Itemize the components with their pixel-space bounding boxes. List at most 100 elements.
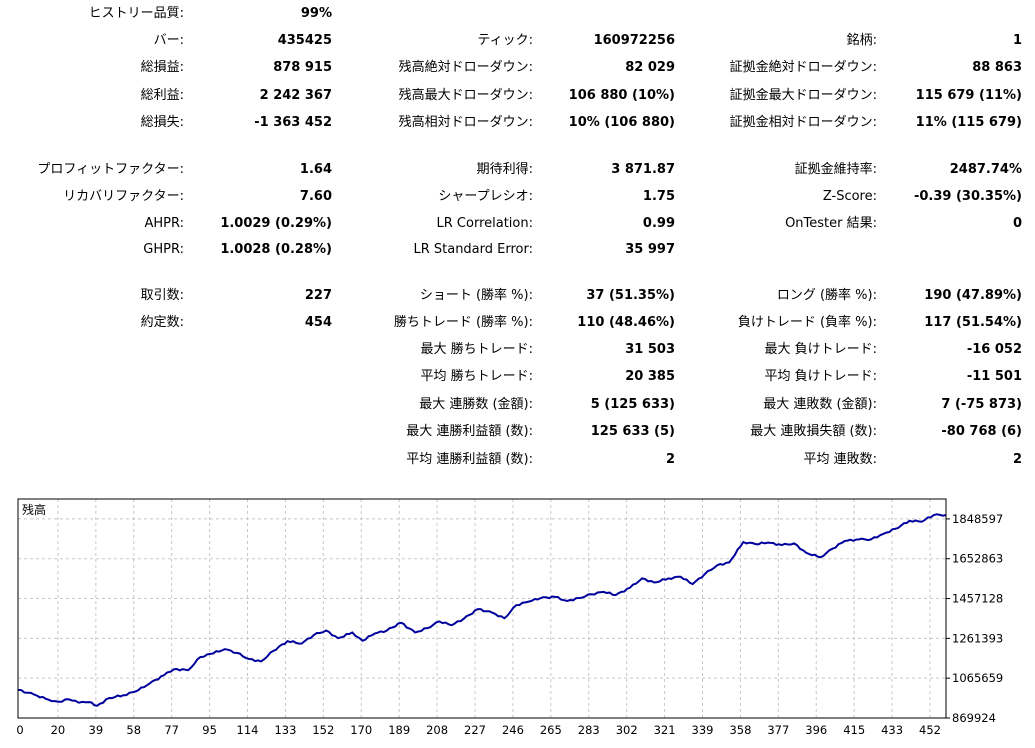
recovery-factor-label: リカバリファクター: xyxy=(63,189,184,204)
symbols-value: 1 xyxy=(1012,33,1022,48)
profit-trades-value: 110 (48.46%) xyxy=(577,315,675,330)
max-consec-wins-label: 最大 連勝数 (金額): xyxy=(419,397,533,412)
y-tick-label: 1065659 xyxy=(952,671,1003,685)
total-deals-label: 約定数: xyxy=(140,315,184,330)
x-tick-label: 396 xyxy=(805,723,827,737)
symbols-label: 銘柄: xyxy=(846,33,877,48)
largest-profit-trade-value: 31 503 xyxy=(625,342,675,357)
max-consec-profit-value: 125 633 (5) xyxy=(590,424,675,439)
max-consec-loss-label: 最大 連敗損失額 (数): xyxy=(750,424,877,439)
y-tick-label: 1261393 xyxy=(952,631,1003,645)
ticks-value: 160972256 xyxy=(593,33,675,48)
total-net-profit-value: 878 915 xyxy=(273,60,332,75)
x-tick-label: 302 xyxy=(616,723,638,737)
bars-value: 435425 xyxy=(277,33,332,48)
lr-correlation-label: LR Correlation: xyxy=(436,216,533,231)
x-tick-label: 321 xyxy=(654,723,676,737)
equity-dd-abs-label: 証拠金絶対ドローダウン: xyxy=(729,60,877,75)
balance-dd-max-value: 106 880 (10%) xyxy=(568,88,675,103)
z-score-value: -0.39 (30.35%) xyxy=(913,189,1022,204)
y-tick-label: 1848597 xyxy=(952,512,1003,526)
x-tick-label: 377 xyxy=(767,723,789,737)
equity-dd-max-value: 115 679 (11%) xyxy=(915,88,1022,103)
equity-dd-max-label: 証拠金最大ドローダウン: xyxy=(729,88,877,103)
x-tick-label: 227 xyxy=(464,723,486,737)
y-axis-ticks: 1848597 1652863 1457128 1261393 1065659 86992… xyxy=(946,512,1003,725)
history-quality-label: ヒストリー品質: xyxy=(88,6,184,21)
average-loss-trade-value: -11 501 xyxy=(966,369,1022,384)
profit-factor-label: プロフィットファクター: xyxy=(37,162,184,177)
largest-loss-trade-value: -16 052 xyxy=(966,342,1022,357)
avg-consec-wins-value: 2 xyxy=(665,452,675,467)
x-tick-label: 20 xyxy=(51,723,66,737)
sharpe-ratio-label: シャープレシオ: xyxy=(438,189,533,204)
x-tick-label: 433 xyxy=(881,723,903,737)
gross-profit-value: 2 242 367 xyxy=(259,88,332,103)
x-tick-label: 170 xyxy=(350,723,372,737)
recovery-factor-value: 7.60 xyxy=(299,189,332,204)
history-quality-value: 99% xyxy=(300,6,332,21)
profit-factor-value: 1.64 xyxy=(299,162,332,177)
equity-dd-abs-value: 88 863 xyxy=(972,60,1022,75)
balance-dd-abs-value: 82 029 xyxy=(625,60,675,75)
equity-dd-rel-label: 証拠金相対ドローダウン: xyxy=(729,115,877,130)
short-trades-label: ショート (勝率 %): xyxy=(419,288,533,303)
lr-std-error-value: 35 997 xyxy=(625,242,675,257)
x-tick-label: 452 xyxy=(919,723,941,737)
loss-trades-value: 117 (51.54%) xyxy=(924,315,1022,330)
sharpe-ratio-value: 1.75 xyxy=(642,189,675,204)
balance-series-line xyxy=(17,513,947,707)
largest-loss-trade-label: 最大 負けトレード: xyxy=(764,342,877,357)
gross-profit-label: 総利益: xyxy=(140,88,184,103)
ghpr-label: GHPR: xyxy=(143,242,184,257)
balance-dd-rel-label: 残高相対ドローダウン: xyxy=(398,115,533,130)
x-tick-label: 95 xyxy=(202,723,217,737)
y-tick-label: 1652863 xyxy=(952,552,1003,566)
short-trades-value: 37 (51.35%) xyxy=(586,288,675,303)
x-tick-label: 39 xyxy=(89,723,104,737)
ontester-result-value: 0 xyxy=(1012,216,1022,231)
max-consec-loss-value: -80 768 (6) xyxy=(941,424,1022,439)
total-net-profit-label: 総損益: xyxy=(140,60,184,75)
expected-payoff-label: 期待利得: xyxy=(476,162,533,177)
z-score-label: Z-Score: xyxy=(822,189,877,204)
max-consec-wins-value: 5 (125 633) xyxy=(590,397,675,412)
gross-loss-label: 総損失: xyxy=(140,115,184,130)
lr-correlation-value: 0.99 xyxy=(642,216,675,231)
x-tick-label: 0 xyxy=(16,723,23,737)
y-tick-label: 1457128 xyxy=(952,592,1003,606)
x-tick-label: 283 xyxy=(578,723,600,737)
balance-dd-max-label: 残高最大ドローダウン: xyxy=(398,88,533,103)
x-tick-label: 77 xyxy=(164,723,179,737)
loss-trades-label: 負けトレード (負率 %): xyxy=(737,315,877,330)
ahpr-value: 1.0029 (0.29%) xyxy=(220,216,332,231)
x-tick-label: 133 xyxy=(274,723,296,737)
max-consec-profit-label: 最大 連勝利益額 (数): xyxy=(406,424,533,439)
average-loss-trade-label: 平均 負けトレード: xyxy=(764,369,877,384)
equity-dd-rel-value: 11% (115 679) xyxy=(915,115,1022,130)
x-tick-label: 246 xyxy=(502,723,524,737)
total-trades-label: 取引数: xyxy=(140,288,184,303)
x-tick-label: 339 xyxy=(692,723,714,737)
y-tick-label: 869924 xyxy=(952,711,996,725)
chart-frame xyxy=(17,498,947,719)
avg-consec-losses-label: 平均 連敗数: xyxy=(803,452,877,467)
average-profit-trade-label: 平均 勝ちトレード: xyxy=(420,369,533,384)
avg-consec-wins-label: 平均 連勝利益額 (数): xyxy=(406,452,533,467)
total-trades-value: 227 xyxy=(304,288,332,303)
x-tick-label: 358 xyxy=(729,723,751,737)
margin-level-value: 2487.74% xyxy=(949,162,1022,177)
avg-consec-losses-value: 2 xyxy=(1012,452,1022,467)
chart-title: 残高 xyxy=(22,502,46,517)
average-profit-trade-value: 20 385 xyxy=(625,369,675,384)
bars-label: バー: xyxy=(153,33,184,48)
x-tick-label: 265 xyxy=(540,723,562,737)
ghpr-value: 1.0028 (0.28%) xyxy=(220,242,332,257)
gross-loss-value: -1 363 452 xyxy=(254,115,332,130)
balance-dd-abs-label: 残高絶対ドローダウン: xyxy=(398,60,533,75)
x-tick-label: 114 xyxy=(237,723,259,737)
ticks-label: ティック: xyxy=(477,33,533,48)
max-consec-losses-label: 最大 連敗数 (金額): xyxy=(763,397,877,412)
profit-trades-label: 勝ちトレード (勝率 %): xyxy=(393,315,533,330)
